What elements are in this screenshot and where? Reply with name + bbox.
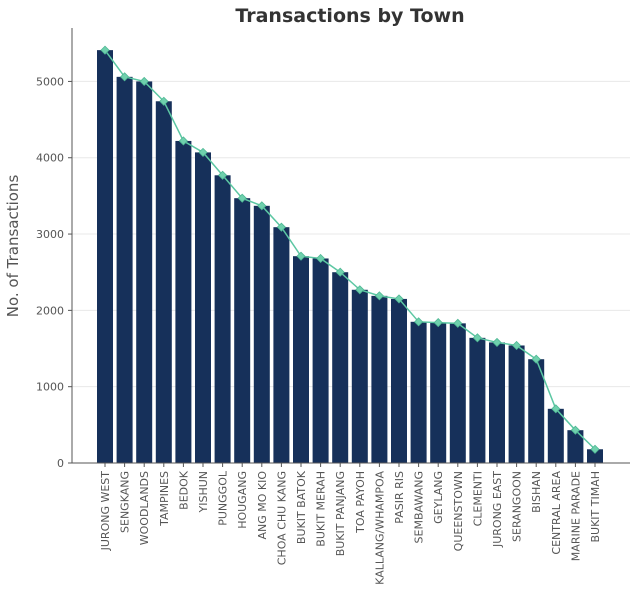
bar (214, 175, 231, 463)
trend-marker (531, 354, 541, 364)
y-tick-label: 2000 (36, 304, 64, 317)
x-tick-label: SENGKANG (119, 471, 132, 533)
x-tick-label: PUNGGOL (217, 470, 230, 526)
trend-marker (139, 76, 149, 86)
bar (136, 81, 153, 463)
x-tick-label: TAMPINES (158, 471, 171, 527)
y-tick-label: 0 (57, 457, 64, 470)
trend-marker (551, 404, 561, 414)
x-tick-label: CHOA CHU KANG (275, 471, 288, 565)
bar (116, 76, 133, 463)
x-tick-label: HOUGANG (236, 471, 249, 529)
x-tick-label: PASIR RIS (393, 471, 406, 524)
x-tick-label: QUEENSTOWN (452, 471, 465, 551)
y-tick-label: 4000 (36, 152, 64, 165)
bar (547, 408, 564, 463)
trend-marker (218, 170, 228, 180)
x-tick-label: SEMBAWANG (413, 471, 426, 543)
trend-marker (355, 285, 365, 295)
bar (528, 359, 545, 463)
bar (234, 198, 251, 463)
chart-title: Transactions by Town (235, 5, 464, 27)
bar (449, 323, 466, 463)
bar (587, 449, 603, 463)
trend-marker (453, 318, 463, 328)
x-tick-label: BISHAN (530, 471, 543, 513)
x-tick-label: JURONG EAST (491, 471, 504, 548)
x-tick-label: BUKIT MERAH (315, 471, 328, 547)
bar (489, 342, 505, 463)
y-axis-label: No. of Transactions (4, 175, 22, 318)
trend-marker (296, 251, 306, 261)
trend-marker (316, 253, 326, 264)
bars (97, 50, 603, 464)
x-tick-labels: JURONG WEST SENGKANG WOODLANDS TAMPINES BEDO… (99, 463, 602, 585)
trend-marker (159, 96, 169, 106)
trend-marker (100, 45, 110, 55)
trend-marker (492, 337, 502, 347)
x-tick-label: GEYLANG (432, 471, 445, 524)
bar (155, 101, 172, 464)
bar (410, 321, 427, 463)
x-tick-label: WOODLANDS (138, 471, 151, 545)
bar (391, 298, 407, 463)
x-tick-label: BUKIT BATOK (295, 470, 308, 544)
x-tick-label: SERANGOON (511, 471, 524, 542)
y-tick-label: 1000 (36, 381, 64, 394)
trend-marker (198, 147, 208, 157)
bar (273, 227, 290, 463)
bar (97, 50, 113, 463)
trend-marker (472, 333, 482, 343)
trend-marker (237, 193, 247, 203)
x-tick-label: TOA PAYOH (354, 471, 367, 534)
trend-marker (374, 291, 384, 301)
bar (508, 345, 525, 463)
trend-marker (570, 425, 580, 435)
trend-marker (178, 136, 188, 146)
trend-marker (414, 317, 424, 327)
y-tick-labels: 0 1000 2000 3000 4000 5000 (36, 75, 72, 470)
x-tick-label: JURONG WEST (99, 471, 112, 552)
trend-marker (590, 444, 600, 454)
trend-marker (335, 267, 345, 277)
x-tick-label: ANG MO KIO (256, 471, 269, 540)
trend-marker (394, 294, 404, 304)
trend-marker (433, 318, 443, 328)
x-tick-label: BEDOK (177, 470, 190, 510)
y-tick-label: 3000 (36, 228, 64, 241)
x-tick-label: CENTRAL AREA (550, 471, 563, 555)
bar (293, 256, 309, 463)
bar (175, 140, 192, 463)
x-tick-label: MARINE PARADE (569, 471, 582, 561)
bar (469, 337, 486, 463)
bar (567, 430, 584, 463)
x-tick-label: KALLANG/WHAMPOA (373, 471, 386, 585)
x-tick-label: BUKIT TIMAH (589, 471, 602, 543)
bar (430, 322, 447, 463)
x-tick-label: BUKIT PANJANG (334, 471, 347, 556)
trend-markers (100, 45, 600, 454)
grid-lines (72, 80, 630, 388)
trend-marker (512, 340, 522, 351)
bar (195, 152, 211, 464)
bar (253, 205, 270, 463)
bar (312, 258, 329, 463)
bar (371, 295, 388, 463)
bar (351, 289, 368, 463)
trend-marker (257, 201, 267, 211)
y-tick-label: 5000 (36, 75, 64, 88)
x-tick-label: CLEMENTI (471, 471, 484, 526)
x-tick-label: YISHUN (197, 471, 210, 514)
trend-marker (276, 222, 286, 232)
trend-marker (120, 72, 130, 82)
bar (332, 272, 349, 463)
